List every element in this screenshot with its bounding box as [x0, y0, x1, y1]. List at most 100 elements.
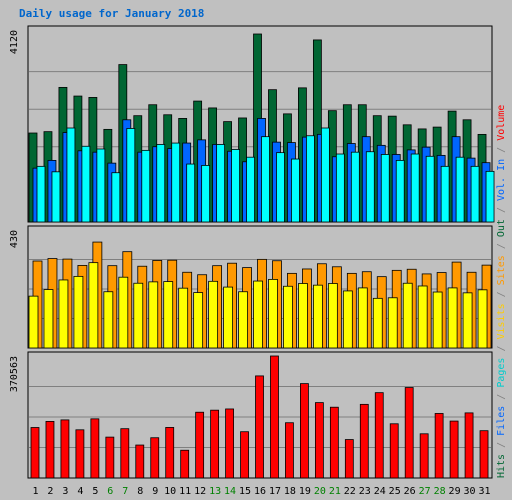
kbytes-bar [270, 355, 279, 479]
legend-entry: Vol. In [496, 159, 507, 201]
legend-entry: Out [496, 219, 507, 237]
legend: Hits / Files / Pages / Visits / Sites / … [496, 105, 507, 478]
visits-bar [178, 287, 189, 349]
visits-bar [88, 262, 99, 349]
pages-bar [425, 155, 435, 223]
legend-entry: / [496, 201, 507, 219]
x-tick-label: 25 [389, 486, 401, 497]
chart-title: Daily usage for January 2018 [19, 7, 205, 20]
pages-bar [365, 151, 375, 223]
x-tick-label: 22 [344, 486, 356, 497]
kbytes-bar [105, 436, 115, 479]
visits-bar [283, 285, 293, 349]
kbytes-bar [479, 430, 489, 479]
legend-entry: / [496, 237, 507, 255]
pages-bar [186, 163, 196, 223]
x-tick-label: 4 [77, 486, 83, 497]
pages-bar [111, 172, 121, 223]
x-tick-label: 5 [92, 486, 98, 497]
kbytes-bar [359, 403, 369, 479]
pages-bar [231, 149, 240, 223]
kbytes-bar [240, 431, 249, 479]
visits-bar [193, 292, 204, 349]
pages-bar [306, 135, 315, 223]
pages-bar [66, 127, 76, 223]
x-tick-label: 24 [374, 486, 386, 497]
pages-bar [216, 144, 226, 223]
x-tick-label: 31 [478, 486, 490, 497]
legend-entry: Visits [496, 303, 507, 339]
x-tick-label: 3 [62, 486, 68, 497]
kbytes-bar [434, 413, 444, 479]
x-tick-label: 1 [32, 486, 38, 497]
visits-bar [447, 287, 458, 349]
kbytes-bar [30, 427, 40, 479]
kbytes-bar [120, 428, 130, 479]
pages-bar [320, 127, 330, 223]
x-tick-label: 8 [137, 486, 143, 497]
legend-entry: Sites [496, 255, 507, 285]
legend-entry: Pages [496, 358, 507, 388]
x-tick-label: 20 [314, 486, 326, 497]
visits-bar [357, 287, 368, 349]
visits-bar [238, 291, 248, 349]
legend-entry: / [496, 141, 507, 159]
visits-bar [417, 285, 428, 349]
pages-bar [81, 145, 91, 223]
visits-bar [372, 297, 383, 349]
pages-bar [51, 171, 61, 223]
x-tick-label: 6 [107, 486, 113, 497]
visits-bar [163, 281, 174, 349]
kbytes-bar [180, 449, 190, 479]
kbytes-bar [314, 402, 324, 479]
legend-entry: Files [496, 406, 507, 436]
kbytes-bar [285, 422, 294, 479]
pages-bar [410, 153, 420, 223]
pages-bar [440, 165, 450, 223]
legend-entry: Volume [496, 105, 507, 141]
pages-bar [380, 154, 390, 223]
kbytes-bar [165, 427, 175, 479]
x-tick-label: 17 [269, 486, 281, 497]
x-tick-label: 12 [194, 486, 206, 497]
pages-bar [156, 144, 166, 223]
kbytes-bar [464, 412, 474, 479]
kbytes-bar [344, 439, 354, 479]
pages-bar [171, 142, 181, 223]
visits-bar [133, 282, 144, 349]
visits-bar [477, 289, 488, 349]
pages-bar [201, 165, 211, 223]
visits-bar [58, 279, 69, 349]
kbytes-bar [135, 444, 145, 479]
visits-bar [208, 280, 219, 349]
legend-entry: / [496, 285, 507, 303]
kbytes-bar [45, 421, 55, 479]
x-tick-label: 26 [404, 486, 416, 497]
kbytes-bar [90, 418, 100, 479]
pages-bar [126, 128, 136, 223]
visits-bar [73, 275, 84, 349]
pages-bar [141, 149, 151, 223]
visits-bar [148, 281, 159, 349]
visits-bar [268, 278, 278, 349]
visits-bar [402, 282, 413, 349]
visits-bar [298, 283, 308, 349]
x-tick-label: 2 [47, 486, 53, 497]
pages-bar [96, 148, 106, 223]
legend-entry: Hits [496, 454, 507, 478]
kbytes-bar [75, 429, 85, 479]
pages-bar [455, 156, 465, 223]
kbytes-bar [60, 419, 70, 479]
pages-bar [291, 158, 300, 223]
x-tick-label: 15 [239, 486, 251, 497]
kbytes-bar [329, 406, 339, 479]
pages-bar [36, 165, 46, 223]
y-max-label: 430 [9, 230, 20, 248]
pages-bar [276, 152, 285, 223]
visits-bar [387, 297, 398, 349]
legend-entry: / [496, 388, 507, 406]
x-tick-label: 21 [329, 486, 341, 497]
legend-entry: / [496, 436, 507, 454]
